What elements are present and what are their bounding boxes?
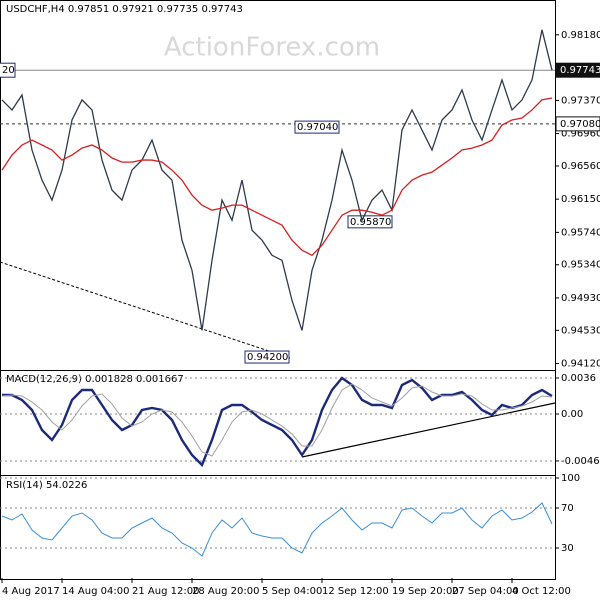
series-line — [1, 97, 553, 257]
level-label-box — [555, 62, 600, 78]
series-line — [2, 376, 553, 468]
level-label-box — [0, 62, 16, 78]
annotation: 0.95870 — [350, 217, 391, 228]
series-line — [1, 383, 553, 457]
annotation-box — [294, 120, 340, 134]
annotation-box — [244, 350, 290, 364]
y-tick-label: 0.0036 — [561, 373, 596, 384]
y-tick-label: 0.98180 — [561, 30, 600, 41]
x-tick-label: 21 Aug 12:00 — [132, 586, 199, 597]
y-tick-label: 70 — [561, 503, 574, 514]
annotation: 0.94200 — [247, 352, 288, 363]
x-tick-label: 4 Oct 12:00 — [512, 586, 571, 597]
x-tick-label: 28 Aug 20:00 — [192, 586, 259, 597]
frame — [0, 0, 556, 580]
x-tick-label: 27 Sep 04:00 — [452, 586, 519, 597]
y-tick-label: 0.94120 — [561, 359, 600, 370]
x-tick-label: 19 Sep 20:00 — [392, 586, 459, 597]
y-tick-label: 30 — [561, 543, 574, 554]
y-tick-label: 0.96150 — [561, 194, 600, 205]
y-tick-label: 0.96960 — [561, 129, 600, 140]
series-line — [1, 29, 553, 331]
panel-title: RSI(14) 54.0226 — [6, 480, 87, 491]
panel-title: MACD(12,26,9) 0.001828 0.001667 — [6, 374, 184, 385]
x-tick-label: 12 Sep 12:00 — [322, 586, 389, 597]
annotation-box — [347, 215, 393, 229]
level-label-box — [555, 116, 600, 132]
x-tick-label: 5 Sep 04:00 — [262, 586, 322, 597]
trend-line — [0, 261, 291, 359]
x-tick-label: 14 Aug 04:00 — [62, 586, 129, 597]
y-tick-label: 0.95740 — [561, 227, 600, 238]
y-tick-label: 0.95340 — [561, 260, 600, 271]
annotation: 0.97040 — [297, 122, 338, 133]
y-tick-label: 100 — [561, 473, 580, 484]
watermark: ActionForex.com — [164, 33, 380, 63]
trend-line — [301, 402, 556, 458]
y-tick-label: 0.94930 — [561, 293, 600, 304]
series-line — [1, 502, 553, 557]
y-tick-label: 0.97370 — [561, 95, 600, 106]
x-tick-label: 4 Aug 2017 — [2, 586, 60, 597]
y-tick-label: 0.94530 — [561, 325, 600, 336]
chart-title: USDCHF,H4 0.97851 0.97921 0.97735 0.9774… — [6, 4, 243, 15]
y-tick-label: -0.004696 — [561, 456, 600, 467]
y-tick-label: 0.96560 — [561, 161, 600, 172]
level-label: 20 — [2, 65, 15, 76]
y-tick-label: 0.00 — [561, 409, 583, 420]
level-label: 0.97743 — [560, 65, 600, 76]
level-label: 0.97080 — [560, 119, 600, 130]
